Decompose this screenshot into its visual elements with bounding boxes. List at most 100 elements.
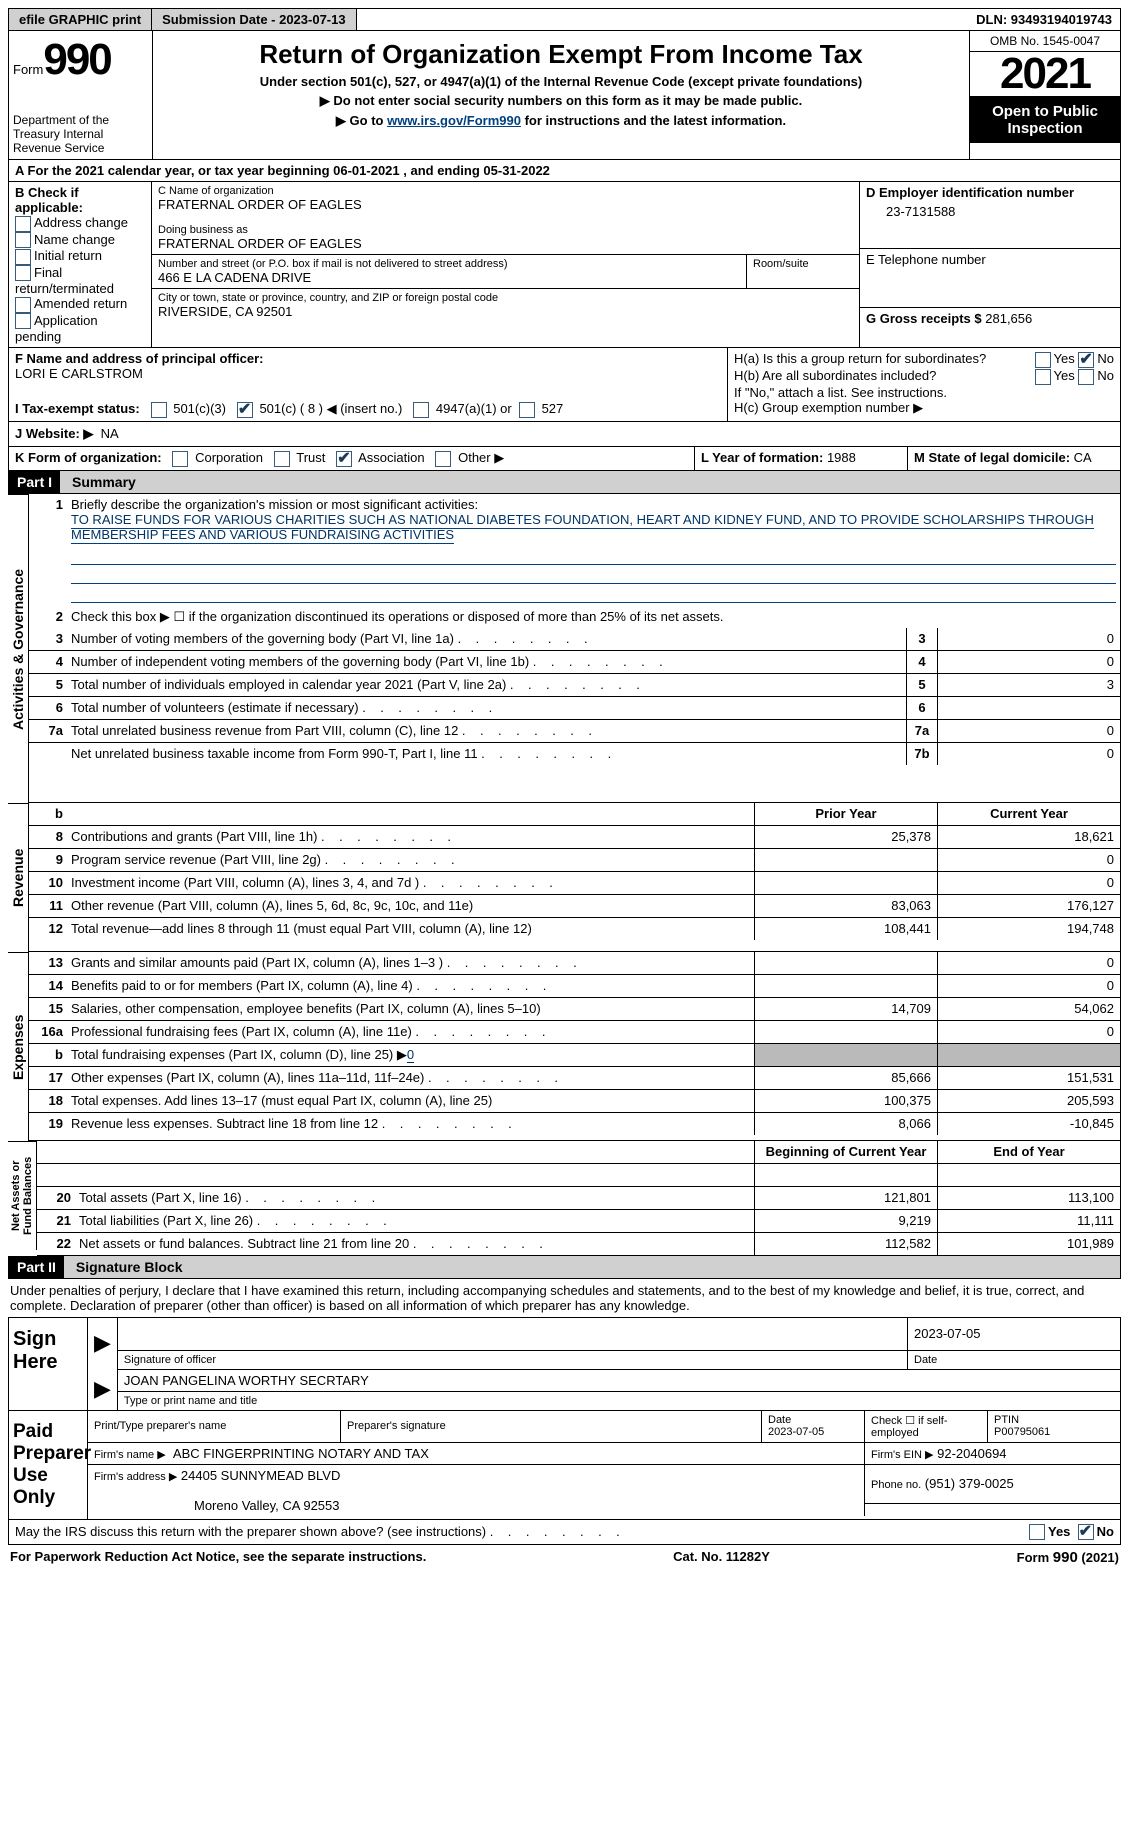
org-name: FRATERNAL ORDER OF EAGLES [158, 197, 853, 212]
discuss-yes[interactable] [1029, 1524, 1045, 1540]
col-boc: Beginning of Current Year [754, 1141, 937, 1163]
l11-current: 176,127 [937, 895, 1120, 917]
l10-current: 0 [937, 872, 1120, 894]
l12-prior: 108,441 [754, 918, 937, 940]
sig-date: 2023-07-05 [908, 1318, 1121, 1351]
form-number: 990 [43, 35, 110, 84]
preparer-sig-label: Preparer's signature [341, 1411, 762, 1443]
ha-yes[interactable] [1035, 352, 1051, 368]
l14-prior [754, 975, 937, 997]
l16b-val: 0 [407, 1047, 414, 1063]
city-state-zip: RIVERSIDE, CA 92501 [158, 304, 853, 319]
hb-yes[interactable] [1035, 369, 1051, 385]
l10-prior [754, 872, 937, 894]
hb-no[interactable] [1078, 369, 1094, 385]
box-g-label: G Gross receipts $ [866, 311, 982, 326]
l19-prior: 8,066 [754, 1113, 937, 1135]
check-final-return[interactable]: Final return/terminated [15, 265, 145, 297]
check-corp[interactable] [172, 451, 188, 467]
l11-prior: 83,063 [754, 895, 937, 917]
box-hc-label: H(c) Group exemption number ▶ [734, 400, 1114, 416]
l18-current: 205,593 [937, 1090, 1120, 1112]
check-trust[interactable] [274, 451, 290, 467]
tax-year: 2021 [970, 52, 1120, 97]
check-self-employed[interactable]: Check ☐ if self-employed [865, 1411, 988, 1443]
l18-prior: 100,375 [754, 1090, 937, 1112]
part1-header: Part I Summary [8, 471, 1121, 494]
l16a-current: 0 [937, 1021, 1120, 1043]
discuss-no[interactable] [1078, 1524, 1094, 1540]
mission-text: TO RAISE FUNDS FOR VARIOUS CHARITIES SUC… [71, 512, 1094, 544]
box-i: I Tax-exempt status: 501(c)(3) 501(c) ( … [15, 401, 721, 418]
l21-boc: 9,219 [754, 1210, 937, 1232]
discuss-row: May the IRS discuss this return with the… [8, 1520, 1121, 1546]
l9-prior [754, 849, 937, 871]
l6-val [937, 697, 1120, 719]
box-e-label: E Telephone number [866, 252, 1114, 267]
check-527[interactable] [519, 402, 535, 418]
note-ssn: ▶ Do not enter social security numbers o… [157, 93, 965, 109]
l20-eoy: 113,100 [937, 1187, 1120, 1209]
box-b-label: B Check if applicable: [15, 185, 145, 215]
penalty-statement: Under penalties of perjury, I declare th… [8, 1279, 1121, 1318]
principal-officer: LORI E CARLSTROM [15, 366, 721, 381]
footer-right: Form 990 (2021) [1017, 1549, 1119, 1566]
l15-current: 54,062 [937, 998, 1120, 1020]
l5-val: 3 [937, 674, 1120, 696]
check-assoc[interactable] [336, 451, 352, 467]
side-net-assets: Net Assets or Fund Balances [8, 1141, 37, 1250]
note-goto: ▶ Go to www.irs.gov/Form990 for instruct… [157, 113, 965, 129]
officer-group-block: F Name and address of principal officer:… [8, 348, 1121, 422]
mission-label: Briefly describe the organization's miss… [71, 497, 478, 512]
check-initial-return[interactable]: Initial return [15, 248, 145, 265]
footer-mid: Cat. No. 11282Y [673, 1549, 770, 1566]
form-label: Form [13, 62, 43, 77]
l22-eoy: 101,989 [937, 1233, 1120, 1255]
col-eoy: End of Year [937, 1141, 1120, 1163]
l13-current: 0 [937, 952, 1120, 974]
box-ha-label: H(a) Is this a group return for subordin… [734, 351, 1035, 368]
check-other[interactable] [435, 451, 451, 467]
city-label: City or town, state or province, country… [158, 292, 853, 304]
l3-val: 0 [937, 628, 1120, 650]
check-application-pending[interactable]: Application pending [15, 313, 145, 345]
l14-current: 0 [937, 975, 1120, 997]
check-amended-return[interactable]: Amended return [15, 296, 145, 313]
l15-prior: 14,709 [754, 998, 937, 1020]
top-bar: efile GRAPHIC print Submission Date - 20… [8, 8, 1121, 31]
form-subtitle: Under section 501(c), 527, or 4947(a)(1)… [157, 74, 965, 89]
ptin: P00795061 [994, 1426, 1050, 1438]
box-klm: K Form of organization: Corporation Trus… [8, 447, 1121, 471]
efile-print-button[interactable]: efile GRAPHIC print [9, 9, 152, 30]
irs-link[interactable]: www.irs.gov/Form990 [387, 113, 521, 128]
date-label: Date [908, 1350, 1121, 1369]
firm-name: ABC FINGERPRINTING NOTARY AND TAX [173, 1446, 429, 1461]
gross-receipts: 281,656 [985, 311, 1032, 326]
part2-header: Part II Signature Block [8, 1256, 1121, 1279]
dln: DLN: 93493194019743 [968, 9, 1120, 30]
l21-eoy: 11,111 [937, 1210, 1120, 1232]
street-label: Number and street (or P.O. box if mail i… [158, 258, 740, 270]
ein: 23-7131588 [866, 204, 1114, 219]
sign-here-block: Sign Here ▶ 2023-07-05 Signature of offi… [8, 1318, 1121, 1411]
check-501c3[interactable] [151, 402, 167, 418]
check-name-change[interactable]: Name change [15, 232, 145, 249]
check-address-change[interactable]: Address change [15, 215, 145, 232]
side-revenue: Revenue [8, 803, 29, 952]
box-c-name-label: C Name of organization [158, 185, 853, 197]
dba-name: FRATERNAL ORDER OF EAGLES [158, 236, 853, 251]
paid-preparer-block: Paid Preparer Use Only Print/Type prepar… [8, 1411, 1121, 1520]
street-address: 466 E LA CADENA DRIVE [158, 270, 740, 285]
form-title: Return of Organization Exempt From Incom… [157, 39, 965, 70]
check-501c[interactable] [237, 402, 253, 418]
form-header: Form990 Department of the Treasury Inter… [8, 31, 1121, 160]
line-a-tax-year: A For the 2021 calendar year, or tax yea… [8, 160, 1121, 182]
l16a-prior [754, 1021, 937, 1043]
year-formation: 1988 [827, 450, 856, 465]
l20-boc: 121,801 [754, 1187, 937, 1209]
l22-boc: 112,582 [754, 1233, 937, 1255]
check-4947[interactable] [413, 402, 429, 418]
room-suite-label: Room/suite [753, 258, 853, 270]
ha-no[interactable] [1078, 352, 1094, 368]
footer-left: For Paperwork Reduction Act Notice, see … [10, 1549, 426, 1566]
